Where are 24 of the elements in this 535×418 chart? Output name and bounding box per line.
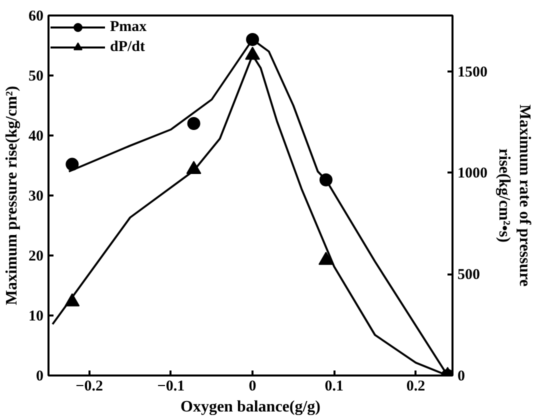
y2-axis-title: Maximum rate of pressure rise(kg/cm²•s)	[496, 104, 533, 287]
x-tick-label: 0.1	[324, 378, 344, 394]
y-tick-label: 10	[28, 308, 44, 324]
legend-label: Pmax	[110, 18, 147, 36]
point	[187, 117, 200, 130]
y2-tick-label: 500	[458, 267, 480, 284]
x-tick-label: −0.1	[157, 378, 185, 394]
y-tick-label: 50	[28, 68, 44, 84]
y-tick-label: 0	[36, 368, 44, 384]
y-tick-label: 20	[28, 248, 44, 264]
x-tick-label: −0.2	[76, 378, 103, 394]
point	[318, 252, 334, 265]
x-tick-label: 0.2	[406, 378, 426, 394]
y-axis-title: Maximum pressure rise(kg/cm²)	[4, 86, 20, 306]
legend-label: dP/dt	[110, 38, 146, 56]
y-tick-label: 60	[28, 8, 44, 24]
y2-tick-label: 1000	[458, 166, 488, 182]
x-tick-label: 0	[248, 378, 256, 394]
y-tick-label: 30	[28, 188, 44, 204]
y2-tick-label: 1500	[458, 64, 488, 80]
y2-tick-label: 0	[458, 368, 465, 384]
point	[66, 158, 79, 171]
x-axis-title: Oxygen balance(g/g)	[180, 398, 321, 416]
y-tick-label: 40	[28, 128, 44, 144]
